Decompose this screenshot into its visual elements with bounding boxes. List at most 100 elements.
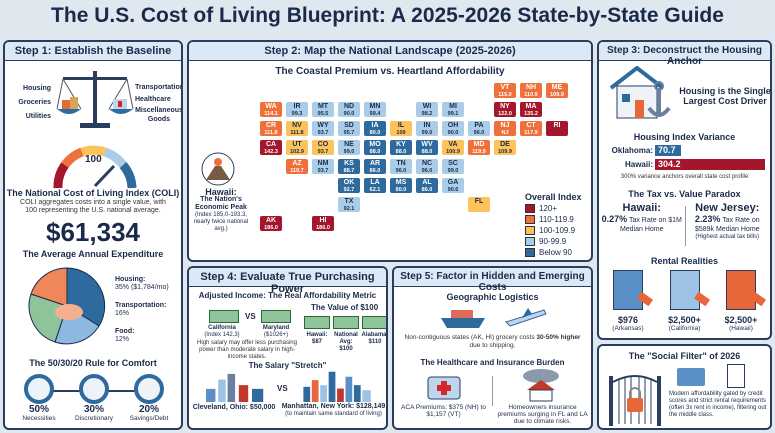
balance-scale-icon xyxy=(56,71,134,128)
state-abbr: MN xyxy=(369,103,381,110)
state-ma[interactable]: MA 135.2 xyxy=(519,101,543,118)
state-ne[interactable]: NE 99.0 xyxy=(337,139,361,156)
legend-swatch xyxy=(525,248,535,257)
state-mt[interactable]: MT 95.5 xyxy=(311,101,335,118)
state-wy[interactable]: WY 93.7 xyxy=(311,120,335,137)
briefcase-icon xyxy=(24,374,54,404)
state-nm[interactable]: NM 93.7 xyxy=(311,158,335,175)
dollar-bill-icon xyxy=(362,316,386,329)
state-de[interactable]: DE 109.9 xyxy=(493,139,517,156)
state-md[interactable]: MD 119.9 xyxy=(467,139,491,156)
legend-label: Below 90 xyxy=(539,248,572,257)
tax-line: 2.23% Tax Rate on $589k Median Home xyxy=(685,215,771,234)
pie-value-transportation: 16% xyxy=(115,310,130,317)
state-abbr: AL xyxy=(422,179,432,186)
state-wv[interactable]: WV 88.0 xyxy=(415,139,439,156)
map-legend: Overall Index 120+ 110-119.9 100-109.9 90-9… xyxy=(525,192,589,257)
legend-label: 100-109.9 xyxy=(539,226,576,235)
money-hand-icon xyxy=(209,310,239,323)
state-al[interactable]: AL 86.0 xyxy=(415,177,439,194)
expenditure-value: $61,334 xyxy=(46,217,140,247)
label-misc: Miscellaneous Goods xyxy=(135,107,183,123)
state-value: NJ xyxy=(501,130,509,136)
state-co[interactable]: CO 93.7 xyxy=(311,139,335,156)
state-nv[interactable]: NV 111.8 xyxy=(285,120,309,137)
state-nh[interactable]: NH 110.9 xyxy=(519,82,543,99)
state-value: 96.0 xyxy=(473,130,485,136)
rule-row: 50% Necessities 30% Discretionary 20% Savings… xyxy=(13,374,175,422)
legend-swatch xyxy=(525,215,535,224)
state-hi[interactable]: HI 186.0 xyxy=(311,215,335,232)
state-value: 90.0 xyxy=(447,130,459,136)
cleveland-skyline-icon xyxy=(206,373,264,402)
state-abbr: AK xyxy=(265,217,277,224)
legend-item: 100-109.9 xyxy=(525,226,589,235)
state-ca[interactable]: CA 142.3 xyxy=(259,139,283,156)
ca-note: (Index 142.3) xyxy=(204,332,240,338)
state-vt[interactable]: VT 115.0 xyxy=(493,82,517,99)
state-mn[interactable]: MN 99.4 xyxy=(363,101,387,118)
state-wa[interactable]: WA 114.1 xyxy=(259,101,283,118)
state-value: 114.1 xyxy=(264,111,278,117)
step3-panel: Step 3: Deconstruct the Housing Anchor H… xyxy=(597,40,772,340)
state-ok[interactable]: OK 92.7 xyxy=(337,177,361,194)
state-in[interactable]: IN 99.0 xyxy=(415,120,439,137)
state-mi[interactable]: MI 99.1 xyxy=(441,101,465,118)
variance-note: 300% variance anchors overall state cost… xyxy=(620,174,749,180)
state-nd[interactable]: ND 90.0 xyxy=(337,101,361,118)
state-value: 88.0 xyxy=(395,149,407,155)
state-mo[interactable]: MO 88.0 xyxy=(363,139,387,156)
state-fl[interactable]: FL xyxy=(467,196,491,213)
state-ms[interactable]: MS 80.0 xyxy=(389,177,413,194)
state-il[interactable]: IL 109 xyxy=(389,120,413,137)
state-tn[interactable]: TN 96.0 xyxy=(389,158,413,175)
state-cr[interactable]: CR 111.8 xyxy=(259,120,283,137)
price-tag-icon xyxy=(636,291,654,307)
state-ir[interactable]: IR 99.3 xyxy=(285,101,309,118)
state-oh[interactable]: OH 90.0 xyxy=(441,120,465,137)
step4-panel: Step 4: Evaluate True Purchasing Power A… xyxy=(187,266,388,430)
state-ct[interactable]: CT 117.9 xyxy=(519,120,543,137)
tax-state: New Jersey: xyxy=(695,202,760,214)
state-value: 111.8 xyxy=(264,130,278,136)
state-wi[interactable]: WI 98.2 xyxy=(415,101,439,118)
credit-card-icon xyxy=(677,368,705,386)
vs-label: VS xyxy=(245,312,256,321)
state-ut[interactable]: UT 102.9 xyxy=(285,139,309,156)
geo-text-c: due to shipping. xyxy=(469,342,516,349)
geo-text-highlight: 30-50% higher xyxy=(536,334,581,341)
state-abbr: FL xyxy=(474,198,484,205)
state-va[interactable]: VA 100.9 xyxy=(441,139,465,156)
state-value: 117.9 xyxy=(524,130,538,136)
state-ar[interactable]: AR 86.0 xyxy=(363,158,387,175)
state-ks[interactable]: KS 88.7 xyxy=(337,158,361,175)
state-value: 186.0 xyxy=(264,225,278,231)
pie-label-transportation: Transportation: xyxy=(115,302,167,309)
state-abbr: SD xyxy=(344,122,354,129)
tax-item: Hawaii: 0.27% Tax Rate on $1M Median Home xyxy=(599,202,685,241)
value100-item: National Avg: $100 xyxy=(332,316,360,353)
state-la[interactable]: LA 62.1 xyxy=(363,177,387,194)
expenditure-label: The Average Annual Expenditure xyxy=(22,249,164,259)
state-nj[interactable]: NJ NJ xyxy=(493,120,517,137)
state-abbr: DE xyxy=(500,141,510,148)
state-me[interactable]: ME 109.9 xyxy=(545,82,569,99)
state-ak[interactable]: AK 186.0 xyxy=(259,215,283,232)
state-sd[interactable]: SD 95.7 xyxy=(337,120,361,137)
state-sc[interactable]: SC 99.0 xyxy=(441,158,465,175)
state-ri[interactable]: RI xyxy=(545,120,569,137)
state-ga[interactable]: GA 90.6 xyxy=(441,177,465,194)
state-pa[interactable]: PA 96.0 xyxy=(467,120,491,137)
value100-label: Alabama: xyxy=(361,332,388,338)
state-ia[interactable]: IA 80.0 xyxy=(363,120,387,137)
bar-label: Oklahoma: xyxy=(611,146,653,155)
state-nc[interactable]: NC 96.0 xyxy=(415,158,439,175)
state-ky[interactable]: KY 88.0 xyxy=(389,139,413,156)
state-tx[interactable]: TX 92.1 xyxy=(337,196,361,213)
state-az[interactable]: AZ 110.7 xyxy=(285,158,309,175)
legend-swatch xyxy=(525,226,535,235)
state-value: 99.0 xyxy=(447,168,459,174)
state-ny[interactable]: NY 122.0 xyxy=(493,101,517,118)
locked-gate-icon xyxy=(609,375,661,426)
pie-label-housing: Housing: xyxy=(115,276,146,283)
